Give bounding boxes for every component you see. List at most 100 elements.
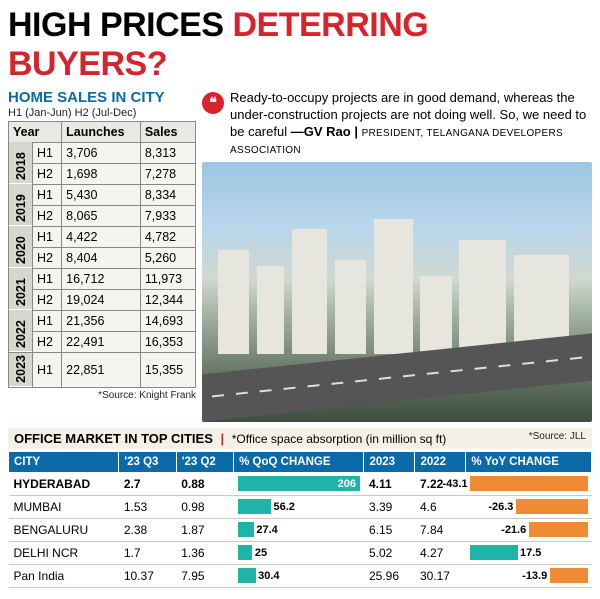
city-cell: BENGALURU	[9, 518, 119, 541]
quote-icon: ❝	[202, 92, 224, 114]
table-row: H28,4045,260	[9, 247, 196, 268]
office-source: *Source: JLL	[529, 431, 586, 442]
sales-cell: 8,334	[140, 184, 195, 205]
quote-text: Ready-to-occupy projects are in good dem…	[230, 90, 592, 158]
qoq-bar-cell: 27.4	[234, 518, 364, 541]
q2-cell: 1.87	[176, 518, 233, 541]
sales-cell: 8,404	[62, 247, 141, 268]
table-row: BENGALURU2.381.8727.46.157.84-21.6	[9, 518, 592, 541]
y2022-cell: 4.27	[415, 541, 466, 564]
office-header: 2023	[364, 451, 415, 472]
office-header: '23 Q2	[176, 451, 233, 472]
year-cell: 2018	[9, 142, 33, 184]
sales-cell: H1	[33, 184, 62, 205]
sales-cell: H2	[33, 289, 62, 310]
table-row: 2019H15,4308,334	[9, 184, 196, 205]
office-table: CITY'23 Q3'23 Q2% QoQ CHANGE20232022% Yo…	[8, 451, 592, 588]
yoy-bar-cell: 17.5	[466, 541, 592, 564]
top-section: HOME SALES IN CITY H1 (Jan-Jun) H2 (Jul-…	[0, 86, 600, 422]
y2022-cell: 4.6	[415, 495, 466, 518]
table-row: HYDERABAD2.70.882064.117.22-43.1	[9, 472, 592, 495]
sales-cell: H2	[33, 205, 62, 226]
q3-cell: 1.7	[119, 541, 176, 564]
table-row: 2021H116,71211,973	[9, 268, 196, 289]
y2023-cell: 3.39	[364, 495, 415, 518]
sales-cell: 4,422	[62, 226, 141, 247]
q3-cell: 10.37	[119, 564, 176, 587]
office-header: CITY	[9, 451, 119, 472]
sales-cell: 1,698	[62, 163, 141, 184]
office-note: *Office space absorption (in million sq …	[232, 432, 447, 446]
table-row: H28,0657,933	[9, 205, 196, 226]
office-title: OFFICE MARKET IN TOP CITIES	[14, 431, 213, 446]
q2-cell: 0.98	[176, 495, 233, 518]
right-column: ❝ Ready-to-occupy projects are in good d…	[202, 90, 592, 422]
year-cell: 2020	[9, 226, 33, 268]
table-row: 2022H121,35614,693	[9, 310, 196, 331]
sales-cell: H1	[33, 226, 62, 247]
q3-cell: 1.53	[119, 495, 176, 518]
sales-cell: 21,356	[62, 310, 141, 331]
sales-header: Sales	[140, 121, 195, 142]
city-cell: HYDERABAD	[9, 472, 119, 495]
y2022-cell: 7.84	[415, 518, 466, 541]
q3-cell: 2.38	[119, 518, 176, 541]
sales-cell: 4,782	[140, 226, 195, 247]
sales-cell: 19,024	[62, 289, 141, 310]
y2023-cell: 5.02	[364, 541, 415, 564]
office-divider: |	[217, 431, 229, 446]
table-row: H21,6987,278	[9, 163, 196, 184]
city-cell: Pan India	[9, 564, 119, 587]
sales-cell: 14,693	[140, 310, 195, 331]
sales-header: Year	[9, 121, 62, 142]
q2-cell: 1.36	[176, 541, 233, 564]
table-row: H219,02412,344	[9, 289, 196, 310]
office-header: '23 Q3	[119, 451, 176, 472]
sales-cell: H2	[33, 247, 62, 268]
q2-cell: 7.95	[176, 564, 233, 587]
y2023-cell: 25.96	[364, 564, 415, 587]
q3-cell: 2.7	[119, 472, 176, 495]
qoq-bar-cell: 25	[234, 541, 364, 564]
y2023-cell: 6.15	[364, 518, 415, 541]
sales-cell: 5,430	[62, 184, 141, 205]
sales-cell: 15,355	[140, 352, 195, 387]
yoy-bar-cell: -13.9	[466, 564, 592, 587]
sales-table: YearLaunchesSales 2018H13,7068,313H21,69…	[8, 121, 196, 388]
sales-cell: 5,260	[140, 247, 195, 268]
city-cell: MUMBAI	[9, 495, 119, 518]
sales-cell: 16,712	[62, 268, 141, 289]
sales-cell: H1	[33, 268, 62, 289]
year-cell: 2022	[9, 310, 33, 352]
office-header: % YoY CHANGE	[466, 451, 592, 472]
sales-cell: 11,973	[140, 268, 195, 289]
sales-cell: 3,706	[62, 142, 141, 163]
table-row: DELHI NCR1.71.36255.024.2717.5	[9, 541, 592, 564]
y2023-cell: 4.11	[364, 472, 415, 495]
sales-cell: H1	[33, 352, 62, 387]
sales-cell: 16,353	[140, 331, 195, 352]
year-cell: 2021	[9, 268, 33, 310]
office-header: 2022	[415, 451, 466, 472]
qoq-bar-cell: 56.2	[234, 495, 364, 518]
yoy-bar-cell: -43.1	[466, 472, 592, 495]
year-cell: 2023	[9, 352, 33, 387]
table-row: 2023H122,85115,355	[9, 352, 196, 387]
sales-subtitle: H1 (Jan-Jun) H2 (Jul-Dec)	[8, 107, 196, 119]
table-row: H222,49116,353	[9, 331, 196, 352]
sales-cell: H2	[33, 163, 62, 184]
sales-cell: 22,491	[62, 331, 141, 352]
sales-source: *Source: Knight Frank	[8, 390, 196, 401]
table-row: MUMBAI1.530.9856.23.394.6-26.3	[9, 495, 592, 518]
table-row: 2020H14,4224,782	[9, 226, 196, 247]
quote-box: ❝ Ready-to-occupy projects are in good d…	[202, 90, 592, 158]
yoy-bar-cell: -26.3	[466, 495, 592, 518]
sales-cell: 22,851	[62, 352, 141, 387]
sales-cell: 8,313	[140, 142, 195, 163]
sales-cell: 8,065	[62, 205, 141, 226]
sales-header: Launches	[62, 121, 141, 142]
sales-cell: H1	[33, 142, 62, 163]
table-row: 2018H13,7068,313	[9, 142, 196, 163]
city-cell: DELHI NCR	[9, 541, 119, 564]
office-header: % QoQ CHANGE	[234, 451, 364, 472]
